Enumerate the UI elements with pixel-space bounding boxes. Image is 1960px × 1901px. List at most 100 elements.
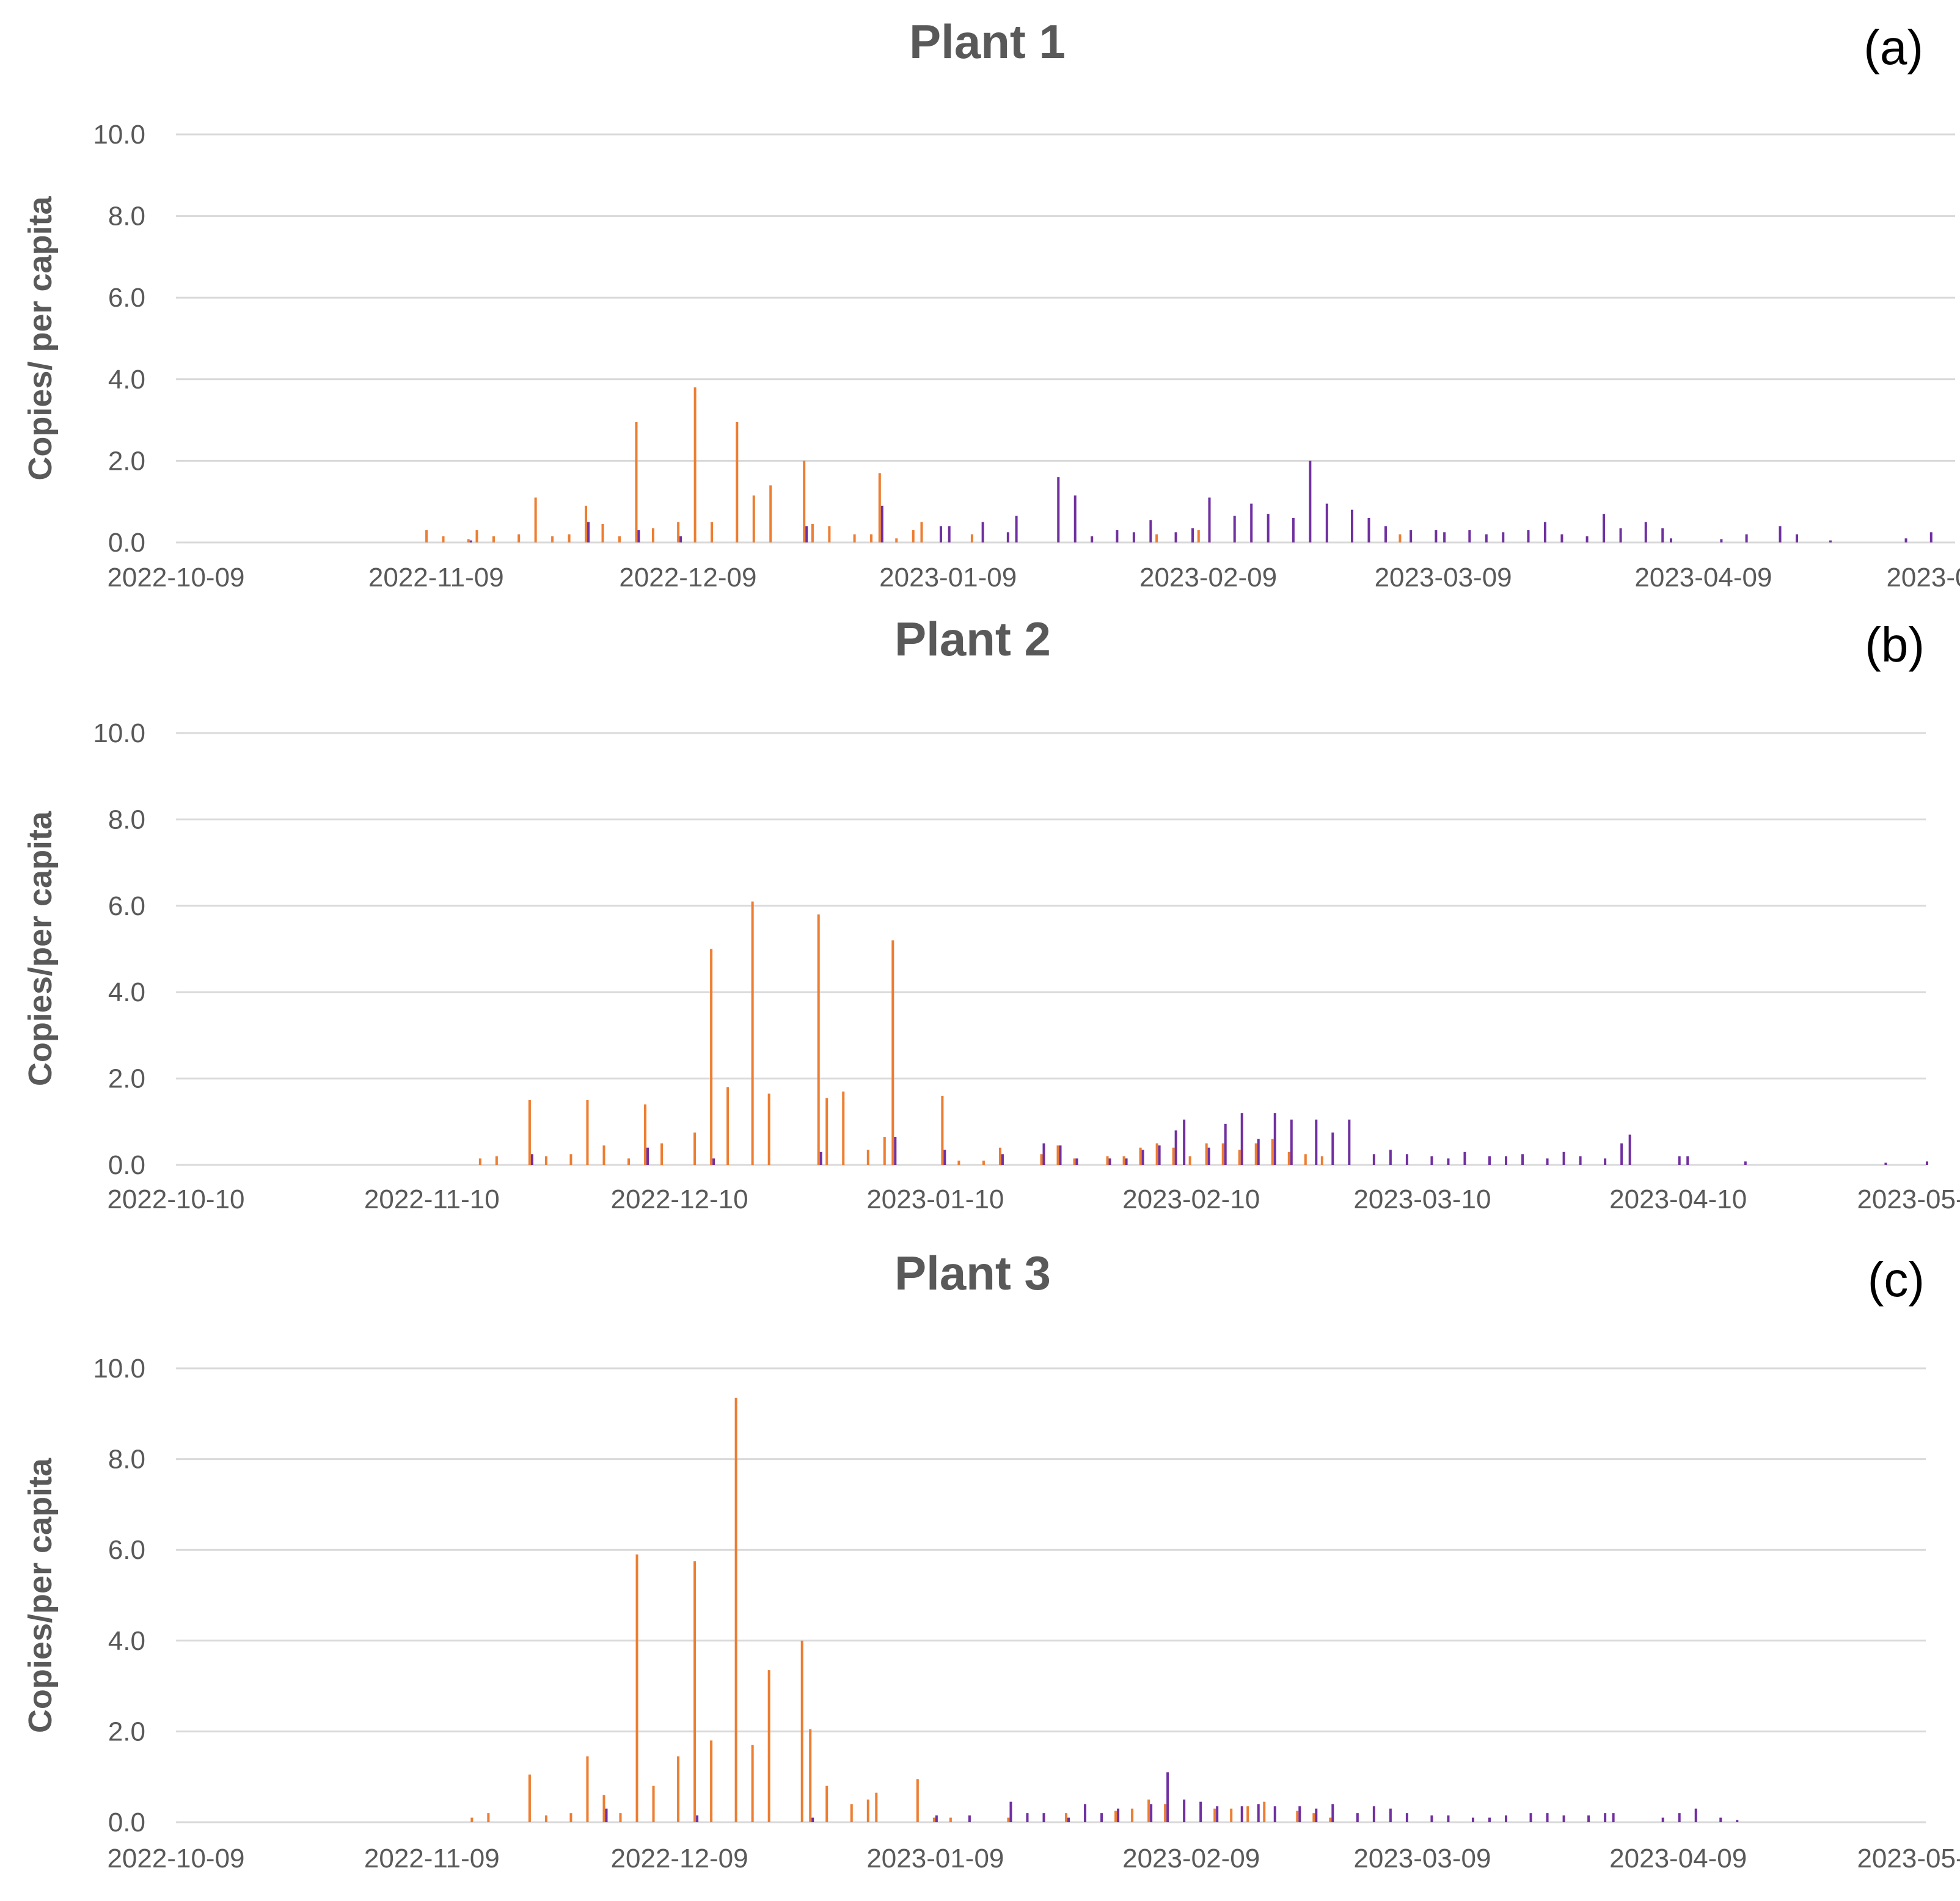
panel-3-bar [1065, 1813, 1068, 1822]
panel-1-bar [1410, 530, 1413, 542]
panel-3-bar [1405, 1813, 1408, 1822]
panel-1-bar [635, 421, 638, 542]
panel-3-bar [1312, 1813, 1315, 1822]
panel-2-ytick: 10.0 [93, 718, 145, 748]
panel-1-bar [1468, 530, 1471, 542]
panel-3-bar [1026, 1813, 1029, 1822]
panel-2-bar [1521, 1154, 1524, 1165]
panel-3-bar [652, 1786, 655, 1822]
panel-2-bar [544, 1156, 547, 1165]
panel-1-ylabel: Copies/ per capita [22, 195, 59, 480]
panel-3-bar [1230, 1808, 1233, 1822]
panel-1-bar [1435, 530, 1438, 542]
panel-1-bar [1250, 503, 1253, 542]
panel-2-bar [1290, 1119, 1293, 1165]
panel-1-bar [1233, 516, 1236, 542]
panel-3-bar [1430, 1815, 1433, 1822]
panel-2-bar [1315, 1119, 1318, 1165]
panel-1-ytick: 4.0 [108, 365, 145, 395]
panel-2-bar [1505, 1156, 1508, 1165]
panel-3-bar [586, 1756, 589, 1822]
panel-1-bar [587, 522, 590, 542]
panel-2-bar [1056, 1145, 1059, 1165]
panel-2-bar [1678, 1156, 1681, 1165]
panel-2-bar [1125, 1158, 1128, 1165]
panel-3-bar [1587, 1815, 1590, 1822]
panel-1-bar [1929, 532, 1933, 542]
panel-2-bar [1155, 1143, 1158, 1165]
panel-1-bar [1325, 503, 1328, 542]
panel-2-label: (b) [1865, 618, 1925, 672]
panel-1-bar [1384, 526, 1387, 542]
panel-2-bar [1405, 1154, 1408, 1165]
panel-2-bar [883, 1137, 886, 1165]
panel-1-ytick: 6.0 [108, 283, 145, 313]
panel-3-bar [825, 1786, 828, 1822]
panel-2-bar [1884, 1162, 1887, 1165]
panel-3-xtick: 2023-04-09 [1609, 1844, 1747, 1874]
panel-1-bar [585, 505, 588, 542]
panel-3-bar [932, 1817, 935, 1822]
panel-1-bar [1560, 534, 1563, 542]
panel-2-bar [1108, 1158, 1111, 1165]
panel-1-bar [1208, 497, 1211, 542]
panel-2-bar [627, 1158, 631, 1165]
panel-3-ylabel: Copies/per capita [22, 1458, 59, 1733]
panel-2-bar [1257, 1139, 1260, 1165]
panel-1-bar [1619, 528, 1622, 542]
panel-1-bar [475, 530, 478, 542]
panel-1-bar [677, 522, 680, 542]
panel-3-bar [935, 1815, 938, 1822]
panel-1-bar [1527, 530, 1530, 542]
panel-1-bar [1091, 536, 1094, 542]
panel-1-label: (a) [1863, 20, 1923, 75]
panel-1-bar [1191, 528, 1194, 542]
panel-3-bar [734, 1398, 737, 1822]
panel-1-bar [805, 526, 808, 542]
panel-2-bar [1926, 1161, 1928, 1165]
panel-3-bar [693, 1561, 697, 1822]
panel-3-bar [916, 1779, 919, 1822]
panel-1-bar [1661, 528, 1664, 542]
panel-1-xtick: 2023-02-09 [1139, 563, 1277, 593]
panel-2-bar [602, 1145, 605, 1165]
panel-2-bar [943, 1150, 946, 1165]
panel-2-ytick: 6.0 [108, 891, 145, 921]
panel-3-label: (c) [1868, 1252, 1925, 1307]
panel-1-bar [1267, 514, 1270, 542]
panel-1-bar [1585, 536, 1589, 542]
panel-1-ytick: 0.0 [108, 528, 145, 558]
panel-2-bar [1174, 1130, 1177, 1165]
panel-2-bar [1141, 1150, 1144, 1165]
panel-2-bar [1604, 1158, 1607, 1165]
panel-1-bar [1015, 516, 1018, 542]
panel-3-bar [1084, 1804, 1087, 1822]
panel-2-bar [1744, 1161, 1747, 1165]
panel-1-bar [693, 387, 697, 542]
panel-2-bar [1183, 1119, 1186, 1165]
panel-1-bar [811, 524, 814, 542]
panel-3-bar [1488, 1817, 1491, 1822]
panel-3-bar [811, 1817, 814, 1822]
panel-2-xtick: 2023-01-10 [866, 1184, 1004, 1214]
panel-2-bar [1224, 1123, 1227, 1165]
panel-3-bar [710, 1740, 713, 1822]
panel-3-xtick: 2023-03-09 [1353, 1844, 1491, 1874]
panel-3-bar [1164, 1804, 1167, 1822]
panel-1-bar [1796, 534, 1799, 542]
panel-1-bar [1132, 532, 1135, 542]
panel-1-bar [1829, 540, 1832, 542]
panel-2-bar [1287, 1151, 1290, 1165]
panel-2-bar [1075, 1158, 1078, 1165]
panel-1-bar [1149, 520, 1152, 542]
panel-3-bar [850, 1804, 853, 1822]
panel-2-bar [1040, 1154, 1043, 1165]
panel-1-title: Plant 1 [909, 15, 1066, 68]
panel-3-bar [470, 1817, 474, 1822]
panel-2-bar [530, 1154, 533, 1165]
panel-3-bar [1114, 1811, 1117, 1822]
panel-2-bar [982, 1160, 985, 1165]
panel-2-ylabel: Copies/per capita [22, 811, 59, 1086]
panel-2-bar [1620, 1143, 1623, 1165]
panel-2-xtick: 2023-02-10 [1122, 1184, 1260, 1214]
